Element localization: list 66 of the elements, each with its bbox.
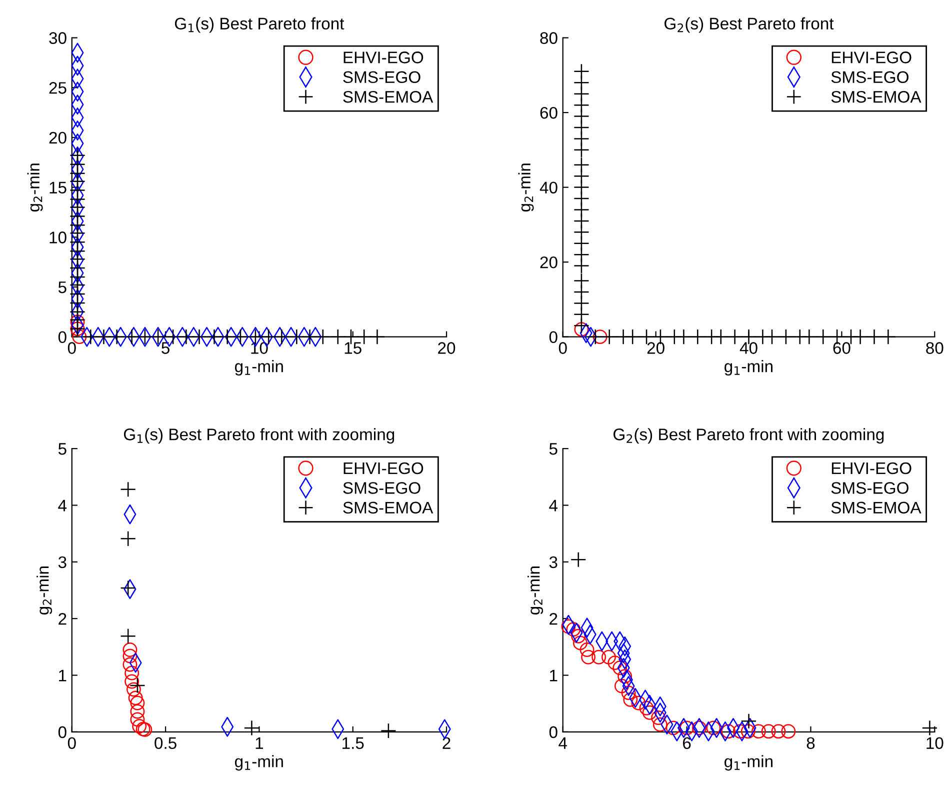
chart-title: G$_{1}$(s) Best Pareto front with zooming bbox=[124, 428, 394, 444]
chart-title: G$_{2}$(s) Best Pareto front bbox=[664, 17, 834, 33]
legend-label: SMS-EGO bbox=[831, 71, 908, 84]
legend-label: EHVI-EGO bbox=[344, 52, 424, 64]
y-axis-title: g$_{2}$-min bbox=[528, 566, 544, 614]
legend-label: EHVI-EGO bbox=[832, 52, 912, 64]
y-tick-label: 2 bbox=[550, 612, 558, 625]
y-tick-label: 4 bbox=[58, 500, 67, 512]
x-tick-label: 4 bbox=[558, 737, 568, 749]
legend-label: EHVI-EGO bbox=[832, 462, 912, 474]
x-tick-label: 1 bbox=[256, 737, 264, 749]
x-tick-label: 0.5 bbox=[154, 737, 176, 750]
legend-label: SMS-EGO bbox=[343, 71, 420, 84]
x-tick-label: 20 bbox=[438, 342, 456, 354]
y-tick-label: 5 bbox=[58, 443, 66, 455]
x-axis-title: g$_{1}$-min bbox=[724, 360, 772, 376]
x-tick-label: 40 bbox=[740, 342, 758, 354]
x-axis-title: g$_{1}$-min bbox=[234, 755, 283, 771]
x-tick-label: 0 bbox=[68, 342, 76, 354]
legend-label: SMS-EMOA bbox=[343, 90, 434, 103]
legend-label: SMS-EGO bbox=[831, 482, 908, 494]
chart-title: G$_{2}$(s) Best Pareto front with zooming bbox=[614, 428, 884, 444]
y-axis-title: g$_{2}$-min bbox=[518, 164, 534, 212]
y-tick-label: 20 bbox=[540, 256, 558, 268]
y-tick-label: 80 bbox=[540, 32, 558, 44]
legend-label: EHVI-EGO bbox=[344, 462, 424, 474]
y-tick-label: 10 bbox=[50, 232, 66, 244]
y-tick-label: 0 bbox=[58, 726, 66, 738]
x-tick-label: 1.5 bbox=[342, 737, 364, 750]
y-tick-label: 5 bbox=[549, 443, 558, 455]
y-tick-label: 1 bbox=[550, 670, 558, 682]
x-tick-label: 15 bbox=[344, 342, 362, 354]
legend-label: SMS-EGO bbox=[343, 482, 420, 494]
y-tick-label: 5 bbox=[58, 282, 66, 294]
y-tick-label: 15 bbox=[50, 182, 66, 194]
y-tick-label: 60 bbox=[540, 106, 558, 119]
y-tick-label: 3 bbox=[58, 556, 66, 568]
x-tick-label: 10 bbox=[926, 737, 944, 750]
y-axis-title: g$_{2}$-min bbox=[27, 164, 43, 212]
x-axis-title: g$_{1}$-min bbox=[724, 755, 772, 771]
y-tick-label: 20 bbox=[49, 132, 66, 144]
x-tick-label: 8 bbox=[806, 737, 815, 750]
legend-label: SMS-EMOA bbox=[831, 90, 922, 103]
y-tick-label: 1 bbox=[59, 670, 66, 682]
x-tick-label: 0 bbox=[68, 737, 76, 750]
y-axis-title: g$_{2}$-min bbox=[36, 566, 52, 614]
legend-label: SMS-EMOA bbox=[831, 502, 922, 514]
chart-title: G$_{1}$(s) Best Pareto front bbox=[174, 17, 344, 33]
x-tick-label: 60 bbox=[833, 342, 850, 354]
y-tick-label: 0 bbox=[549, 726, 558, 738]
legend-label: SMS-EMOA bbox=[343, 502, 434, 514]
x-tick-label: 20 bbox=[647, 342, 664, 354]
y-tick-label: 40 bbox=[540, 182, 558, 194]
y-tick-label: 4 bbox=[549, 500, 558, 512]
y-tick-label: 2 bbox=[58, 612, 66, 625]
y-tick-label: 25 bbox=[49, 82, 66, 94]
x-tick-label: 2 bbox=[442, 737, 450, 749]
x-tick-label: 6 bbox=[683, 737, 691, 750]
x-tick-label: 80 bbox=[926, 342, 944, 354]
y-tick-label: 0 bbox=[549, 331, 558, 344]
y-tick-label: 30 bbox=[49, 32, 66, 44]
x-axis-title: g$_{1}$-min bbox=[234, 360, 283, 376]
y-tick-label: 3 bbox=[549, 556, 558, 568]
x-tick-label: 0 bbox=[558, 342, 567, 354]
x-tick-label: 5 bbox=[162, 342, 170, 354]
y-tick-label: 0 bbox=[58, 331, 66, 344]
